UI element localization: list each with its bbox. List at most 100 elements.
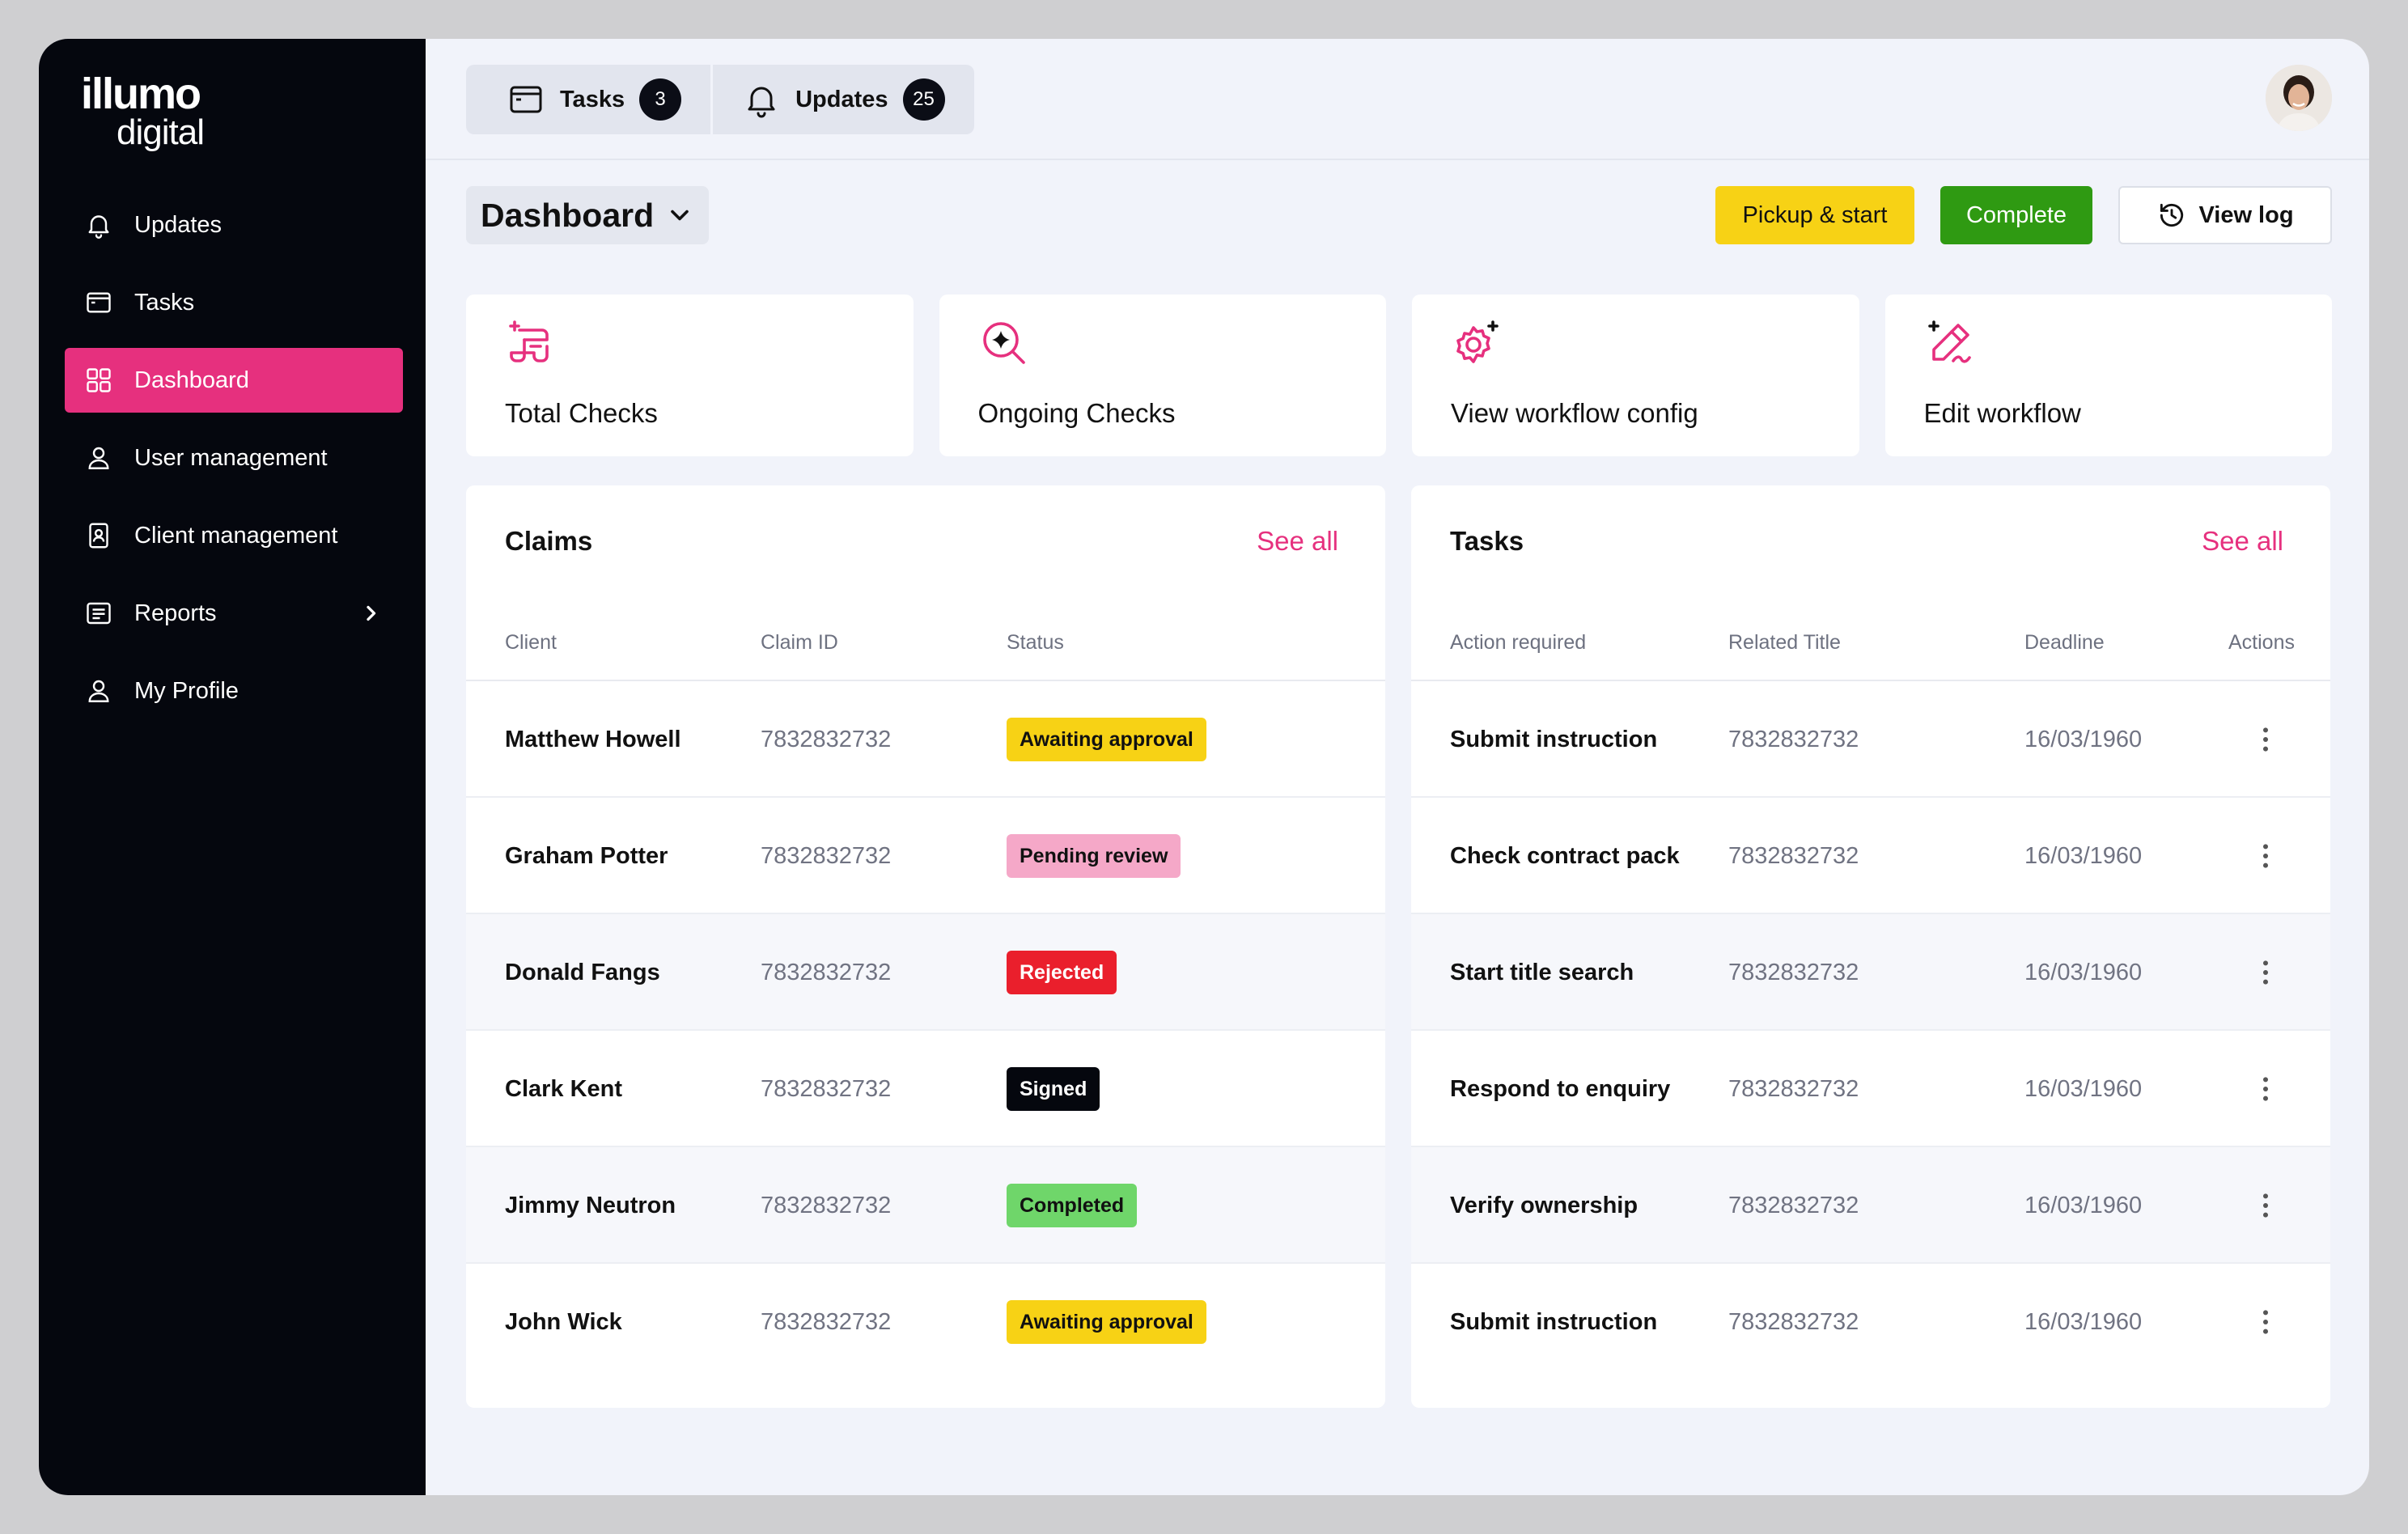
related-title: 7832832732: [1728, 1308, 1859, 1335]
complete-button[interactable]: Complete: [1940, 186, 2092, 244]
claims-panel: Claims See all Client Claim ID Status Ma…: [466, 485, 1385, 1408]
sidebar-item-label: Dashboard: [134, 367, 249, 393]
table-row[interactable]: Matthew Howell 7832832732 Awaiting appro…: [466, 681, 1385, 798]
claims-title: Claims: [505, 526, 593, 556]
table-row[interactable]: Submit instruction 7832832732 16/03/1960: [1411, 681, 2330, 798]
sidebar-item-label: My Profile: [134, 677, 239, 704]
more-vertical-icon[interactable]: [2249, 1306, 2282, 1338]
sidebar-item-label: Updates: [134, 211, 223, 238]
table-row[interactable]: John Wick 7832832732 Awaiting approval: [466, 1264, 1385, 1380]
header-actions: Pickup & start Complete View log: [1715, 186, 2332, 244]
count-badge: 3: [639, 78, 682, 121]
view-log-label: View log: [2198, 201, 2294, 228]
tasks-see-all-link[interactable]: See all: [2202, 526, 2283, 556]
table-row[interactable]: Jimmy Neutron 7832832732 Completed: [466, 1147, 1385, 1264]
deadline: 16/03/1960: [2024, 1192, 2143, 1218]
user-icon: [83, 675, 115, 707]
sidebar-item-client-management[interactable]: Client management: [65, 503, 403, 568]
card-ongoing-checks[interactable]: Ongoing Checks: [939, 295, 1386, 456]
more-vertical-icon[interactable]: [2249, 840, 2282, 872]
client-name: Graham Potter: [505, 842, 668, 869]
related-title: 7832832732: [1728, 726, 1859, 752]
tasks-rows: Submit instruction 7832832732 16/03/1960…: [1411, 681, 2330, 1380]
more-vertical-icon[interactable]: [2249, 956, 2282, 989]
bell-icon: [742, 80, 781, 119]
client-name: Clark Kent: [505, 1075, 623, 1102]
avatar[interactable]: [2266, 65, 2332, 131]
sidebar-item-user-management[interactable]: User management: [65, 426, 403, 490]
card-view-workflow-config[interactable]: View workflow config: [1412, 295, 1859, 456]
id-card-icon: [83, 519, 115, 552]
sidebar-item-tasks[interactable]: Tasks: [65, 270, 403, 335]
sidebar-item-label: Client management: [134, 522, 338, 549]
task-action: Submit instruction: [1450, 1308, 1658, 1335]
table-row[interactable]: Graham Potter 7832832732 Pending review: [466, 798, 1385, 914]
client-name: Donald Fangs: [505, 959, 660, 985]
deadline: 16/03/1960: [2024, 726, 2143, 752]
more-vertical-icon[interactable]: [2249, 723, 2282, 756]
claim-id: 7832832732: [761, 959, 892, 985]
status-badge: Completed: [1007, 1184, 1138, 1227]
table-row[interactable]: Clark Kent 7832832732 Signed: [466, 1031, 1385, 1147]
user-icon: [83, 442, 115, 474]
claim-id: 7832832732: [761, 726, 892, 752]
tab-tasks[interactable]: Tasks 3: [466, 65, 710, 134]
report-icon: [83, 597, 115, 629]
card-label: Total Checks: [505, 398, 658, 428]
quick-cards: Total Checks Ongoing Checks View workflo…: [466, 295, 2332, 456]
pen-sparkle-icon: [1927, 320, 1971, 363]
column-header-claim-id: Claim ID: [761, 631, 838, 654]
sidebar-item-dashboard[interactable]: Dashboard: [65, 348, 403, 413]
sidebar-item-label: Tasks: [134, 289, 195, 316]
window-icon: [507, 80, 545, 119]
count-badge: 25: [902, 78, 945, 121]
column-header-actions: Actions: [2228, 631, 2295, 654]
task-action: Respond to enquiry: [1450, 1075, 1671, 1102]
status-badge: Awaiting approval: [1007, 1300, 1206, 1344]
pickup-start-button[interactable]: Pickup & start: [1715, 186, 1914, 244]
table-row[interactable]: Check contract pack 7832832732 16/03/196…: [1411, 798, 2330, 914]
sidebar-item-reports[interactable]: Reports: [65, 581, 403, 646]
view-log-button[interactable]: View log: [2118, 186, 2332, 244]
sidebar-item-label: User management: [134, 444, 328, 471]
claim-id: 7832832732: [761, 1192, 892, 1218]
card-label: Edit workflow: [1923, 398, 2081, 428]
related-title: 7832832732: [1728, 959, 1859, 985]
more-vertical-icon[interactable]: [2249, 1073, 2282, 1105]
column-header-deadline: Deadline: [2024, 631, 2105, 654]
status-badge: Pending review: [1007, 834, 1181, 878]
task-action: Check contract pack: [1450, 842, 1680, 869]
deadline: 16/03/1960: [2024, 1075, 2143, 1102]
tasks-panel: Tasks See all Action required Related Ti…: [1411, 485, 2330, 1408]
tab-label: Tasks: [560, 86, 625, 112]
task-action: Verify ownership: [1450, 1192, 1639, 1218]
column-header-client: Client: [505, 631, 557, 654]
page-title: Dashboard: [481, 196, 655, 234]
claims-see-all-link[interactable]: See all: [1257, 526, 1338, 556]
card-total-checks[interactable]: Total Checks: [466, 295, 914, 456]
bell-icon: [83, 209, 115, 241]
table-row[interactable]: Verify ownership 7832832732 16/03/1960: [1411, 1147, 2330, 1264]
card-edit-workflow[interactable]: Edit workflow: [1884, 295, 2332, 456]
claims-rows: Matthew Howell 7832832732 Awaiting appro…: [466, 681, 1385, 1380]
column-header-action-required: Action required: [1450, 631, 1587, 654]
brand-line-2: digital: [117, 112, 205, 152]
window-icon: [83, 286, 115, 319]
gear-sparkle-icon: [1456, 320, 1499, 363]
sidebar-item-my-profile[interactable]: My Profile: [65, 659, 403, 723]
tab-updates[interactable]: Updates 25: [710, 65, 973, 134]
sidebar-nav: Updates Tasks Dashboard User management: [65, 193, 403, 736]
chevron-down-icon: [671, 210, 689, 221]
sidebar-item-updates[interactable]: Updates: [65, 193, 403, 257]
client-name: Matthew Howell: [505, 726, 681, 752]
claim-id: 7832832732: [761, 1075, 892, 1102]
document-sparkle-icon: [509, 320, 549, 362]
table-row[interactable]: Start title search 7832832732 16/03/1960: [1411, 914, 2330, 1031]
top-tabs: Tasks 3 Updates 25: [466, 65, 974, 134]
more-vertical-icon[interactable]: [2249, 1189, 2282, 1222]
table-row[interactable]: Submit instruction 7832832732 16/03/1960: [1411, 1264, 2330, 1380]
app-window: illumo digital Updates Tasks Dashboard: [39, 39, 2369, 1495]
table-row[interactable]: Respond to enquiry 7832832732 16/03/1960: [1411, 1031, 2330, 1147]
dashboard-selector[interactable]: Dashboard: [466, 186, 710, 244]
table-row[interactable]: Donald Fangs 7832832732 Rejected: [466, 914, 1385, 1031]
